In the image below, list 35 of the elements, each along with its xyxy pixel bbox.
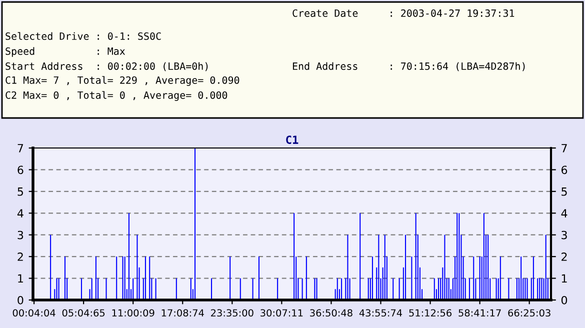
y-tick-label: 4 [17,209,24,218]
x-tick-label: 11:00:09 [112,309,154,317]
y2-tick-label: 4 [561,209,568,218]
text: Create Date : 2003-04-27 19:37:31 [292,9,514,17]
y2-tick-label: 3 [562,230,567,240]
y2-tick-label: 2 [562,252,567,261]
y-tick-label: 3 [18,230,24,240]
x-tick-label: 51:12:56 [409,309,452,317]
x-tick-label: 05:04:65 [62,309,105,317]
text: End Address : 70:15:64 (LBA=4D287h) [292,62,525,72]
chart-title: C1 [286,136,298,144]
text: Start Address : 00:02:00 (LBA=0h) [6,62,208,72]
x-tick-label: 43:55:74 [359,309,402,317]
text: Selected Drive : 0-1: SS0C [6,32,161,40]
x-tick-label: 17:08:74 [162,309,204,317]
x-tick-label: 30:07:11 [260,309,303,317]
y-tick-label: 7 [18,144,24,152]
y-tick-label: 5 [18,188,23,196]
y-tick-label: 6 [18,166,24,174]
y2-tick-label: 5 [562,188,567,196]
text: Speed : Max [6,47,126,57]
x-tick-label: 58:41:17 [458,309,501,317]
y2-tick-label: 0 [561,296,568,304]
y-tick-label: 0 [18,296,24,304]
x-tick-label: 00:04:04 [12,309,56,317]
y-tick-label: 1 [18,274,23,283]
y2-tick-label: 1 [562,274,567,283]
y2-tick-label: 7 [562,144,567,152]
text: C2 Max= 0 , Total= 0 , Average= 0.000 [6,91,228,101]
x-tick-label: 66:25:03 [508,309,550,317]
y2-tick-label: 6 [562,166,568,174]
text: C1 Max= 7 , Total= 229 , Average= 0.090 [6,76,240,86]
x-tick-label: 23:35:00 [211,309,254,317]
y-tick-label: 2 [18,252,23,261]
x-tick-label: 36:50:48 [310,309,352,317]
